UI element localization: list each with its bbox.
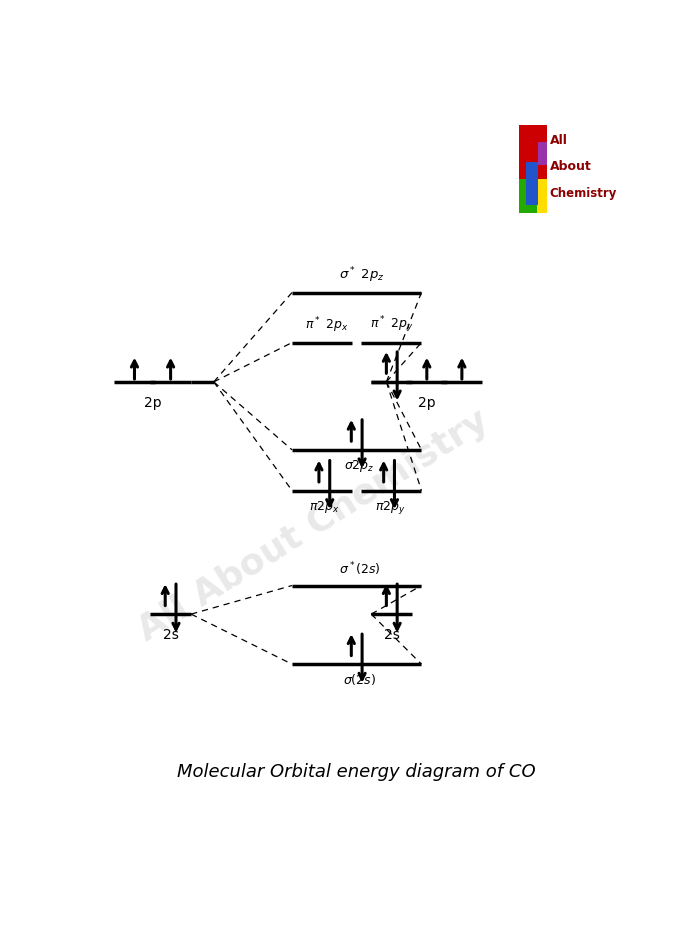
Text: 2s: 2s <box>383 628 400 641</box>
Text: $\sigma^*(2s)$: $\sigma^*(2s)$ <box>338 560 380 578</box>
Text: All About Chemistry: All About Chemistry <box>132 403 495 647</box>
Text: All: All <box>550 134 567 147</box>
Text: 2p: 2p <box>418 395 436 410</box>
Text: 2p: 2p <box>144 395 161 410</box>
Bar <box>519 125 547 183</box>
Text: Chemistry: Chemistry <box>550 187 617 200</box>
Text: $\sigma 2p_z$: $\sigma 2p_z$ <box>344 457 374 474</box>
Text: About: About <box>550 159 592 172</box>
Bar <box>537 180 547 214</box>
Text: 2s: 2s <box>163 628 179 641</box>
Bar <box>519 180 537 214</box>
Bar <box>538 143 547 166</box>
Text: $\pi^*\ 2p_y$: $\pi^*\ 2p_y$ <box>370 314 413 335</box>
Text: $\pi^*\ 2p_x$: $\pi^*\ 2p_x$ <box>306 315 349 335</box>
Text: $\sigma(2s)$: $\sigma(2s)$ <box>343 671 376 687</box>
Text: Molecular Orbital energy diagram of CO: Molecular Orbital energy diagram of CO <box>177 763 536 781</box>
Text: $\pi 2p_x$: $\pi 2p_x$ <box>309 498 340 514</box>
Bar <box>526 162 538 206</box>
Text: $\pi 2p_y$: $\pi 2p_y$ <box>374 498 406 515</box>
Text: $\sigma^*\ 2p_z$: $\sigma^*\ 2p_z$ <box>339 265 385 285</box>
